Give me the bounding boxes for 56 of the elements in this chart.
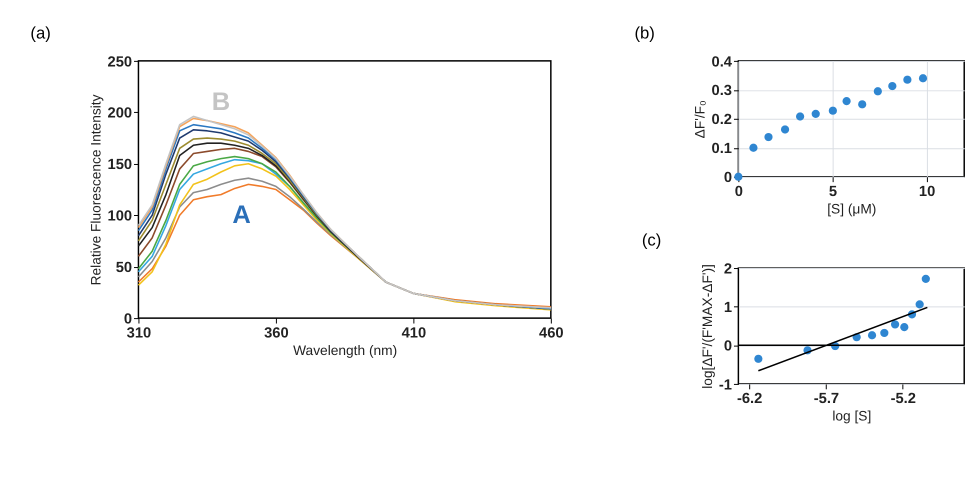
point (842, 97, 851, 106)
y-tick-label: 2 (724, 261, 732, 278)
point (734, 172, 742, 181)
y-tick-label: 0 (724, 170, 732, 186)
y-tick-label: 0.4 (712, 54, 733, 70)
point (918, 74, 928, 82)
point (796, 112, 804, 121)
point (780, 125, 790, 134)
y-tick-label: 0.3 (712, 83, 732, 100)
point (888, 82, 896, 90)
x-tick-label: 0 (734, 184, 743, 200)
y-axis-title: log[ΔF'/(F'MAX-ΔF')] (700, 264, 716, 389)
y-tick-label: 1 (724, 300, 732, 316)
x-tick-label: 310 (126, 325, 152, 342)
x-axis-title: log [S] (832, 408, 872, 424)
y-tick-label: 100 (108, 208, 132, 225)
x-axis-title: Wavelength (nm) (293, 342, 398, 358)
x-axis-title: [S] (μM) (827, 202, 876, 217)
y-axis-title: ΔF'/F₀ (692, 100, 708, 138)
x-tick-label: 5 (828, 184, 838, 200)
point (764, 132, 773, 142)
point (812, 110, 820, 118)
point (754, 354, 762, 363)
y-tick-label: 0.2 (712, 112, 732, 128)
x-tick-label: 410 (402, 325, 426, 342)
x-tick-label: 360 (264, 325, 289, 342)
x-tick-label: -5.2 (890, 391, 916, 408)
x-tick-label: -5.7 (814, 391, 840, 408)
x-tick-label: 10 (918, 184, 936, 200)
x-tick-label: -6.2 (736, 391, 762, 408)
chart-title: (c) (642, 230, 662, 250)
point (922, 274, 930, 283)
y-tick-label: 0.1 (712, 141, 732, 158)
y-tick-label: 0 (724, 338, 732, 355)
chart-title: (b) (634, 23, 655, 42)
point (858, 100, 866, 108)
annotation: A (232, 201, 251, 230)
point (880, 328, 888, 338)
y-tick-label: 250 (108, 54, 132, 70)
y-tick-label: 150 (108, 157, 132, 174)
point (868, 331, 876, 340)
point (900, 323, 908, 332)
point (890, 320, 900, 329)
point (828, 106, 837, 115)
y-tick-label: 0 (124, 312, 132, 328)
point (903, 76, 912, 84)
y-tick-label: 50 (116, 260, 132, 276)
y-axis-title: Relative Fluorescence Intensity (88, 94, 104, 286)
point (916, 300, 924, 308)
annotation: B (212, 88, 230, 116)
point (749, 144, 758, 152)
y-tick-label: 200 (108, 106, 132, 122)
chart-title: (a) (30, 23, 51, 42)
x-tick-label: 460 (539, 325, 564, 342)
y-tick-label: -1 (718, 377, 732, 394)
point (874, 87, 882, 96)
